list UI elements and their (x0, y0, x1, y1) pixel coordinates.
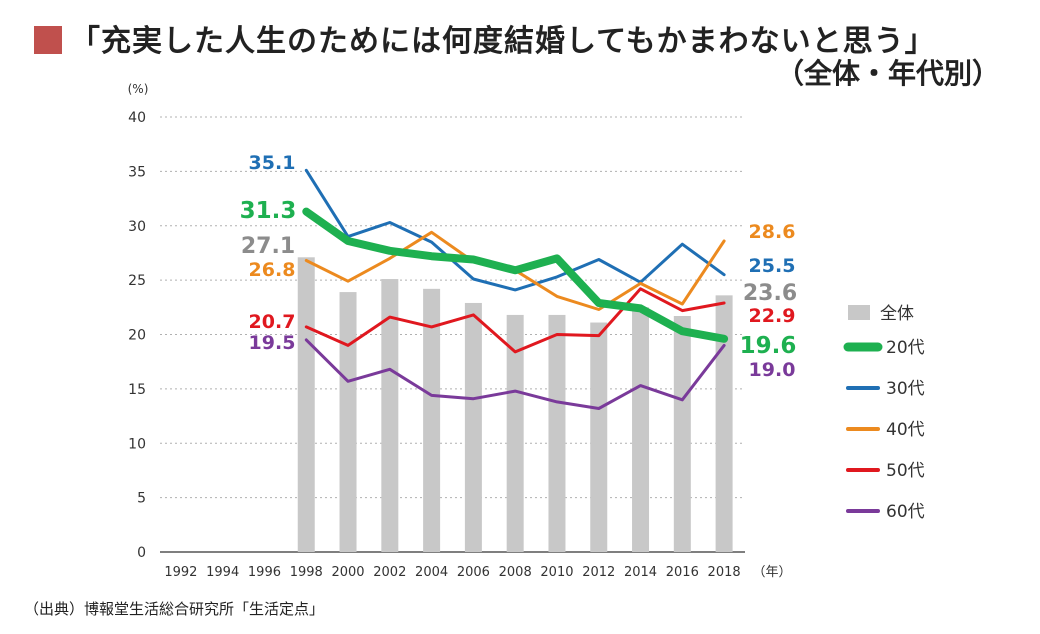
bar-2006 (464, 302, 482, 552)
x-tick-label: 2016 (666, 565, 699, 580)
value-label-20代: 31.3 (240, 198, 297, 224)
x-tick-label: 2006 (457, 565, 490, 580)
y-tick-label: 10 (128, 436, 146, 452)
bar-2018 (715, 295, 733, 552)
bar-2002 (381, 279, 399, 552)
x-tick-label: 2012 (582, 565, 615, 580)
source-note: （出典）博報堂生活総合研究所「生活定点」 (24, 600, 325, 618)
value-label-40代: 28.6 (749, 221, 796, 243)
value-label-50代: 22.9 (749, 305, 796, 327)
value-label-全体: 23.6 (743, 281, 797, 306)
x-unit-label: （年） (752, 565, 791, 580)
legend-label-20代: 20代 (886, 338, 925, 358)
x-tick-label: 1992 (164, 565, 197, 580)
title-marker-square (34, 26, 62, 54)
bar-2004 (423, 288, 441, 552)
value-label-20代: 19.6 (740, 333, 797, 359)
value-label-50代: 20.7 (249, 311, 296, 333)
x-tick-label: 1994 (206, 565, 239, 580)
legend-label-40代: 40代 (886, 420, 925, 440)
x-tick-label: 1996 (248, 565, 281, 580)
value-label-60代: 19.0 (749, 359, 796, 381)
x-tick-label: 2002 (373, 565, 406, 580)
value-label-30代: 25.5 (749, 255, 796, 277)
bar-2012 (590, 322, 608, 552)
legend-label-50代: 50代 (886, 461, 925, 481)
y-tick-label: 0 (137, 545, 146, 561)
y-tick-label: 20 (128, 328, 146, 344)
value-label-全体: 27.1 (241, 234, 295, 259)
chart-subtitle: （全体・年代別） (775, 57, 1000, 90)
y-tick-label: 25 (128, 273, 146, 289)
series-line-50代 (304, 287, 726, 354)
y-tick-label: 30 (128, 219, 146, 235)
bar-2008 (506, 314, 524, 552)
value-label-30代: 35.1 (249, 152, 296, 174)
y-tick-label: 35 (128, 164, 146, 180)
bar-1998 (297, 257, 315, 552)
chart-title: 「充実した人生のためには何度結婚してもかまわないと思う」 (70, 24, 936, 59)
bar-2014 (632, 307, 650, 552)
legend-label-60代: 60代 (886, 502, 925, 522)
x-tick-label: 2008 (499, 565, 532, 580)
x-tick-label: 2000 (331, 565, 364, 580)
x-tick-label: 2004 (415, 565, 448, 580)
series-line-20代 (302, 207, 729, 343)
y-tick-label: 5 (137, 491, 146, 507)
y-tick-label: 40 (128, 110, 146, 126)
legend-swatch-全体 (848, 305, 870, 320)
bar-2010 (548, 314, 566, 552)
x-tick-label: 2014 (624, 565, 657, 580)
y-tick-label: 15 (128, 382, 146, 398)
series-line-30代 (304, 168, 726, 292)
value-label-40代: 26.8 (249, 259, 296, 281)
value-label-60代: 19.5 (249, 332, 296, 354)
series-line-60代 (304, 338, 726, 410)
x-tick-label: 2018 (708, 565, 741, 580)
y-unit-label: (%) (128, 82, 149, 96)
legend-label-30代: 30代 (886, 379, 925, 399)
x-tick-label: 1998 (290, 565, 323, 580)
legend-label-全体: 全体 (880, 304, 914, 324)
x-tick-label: 2010 (540, 565, 573, 580)
bar-2016 (673, 316, 691, 552)
bar-2000 (339, 292, 357, 552)
